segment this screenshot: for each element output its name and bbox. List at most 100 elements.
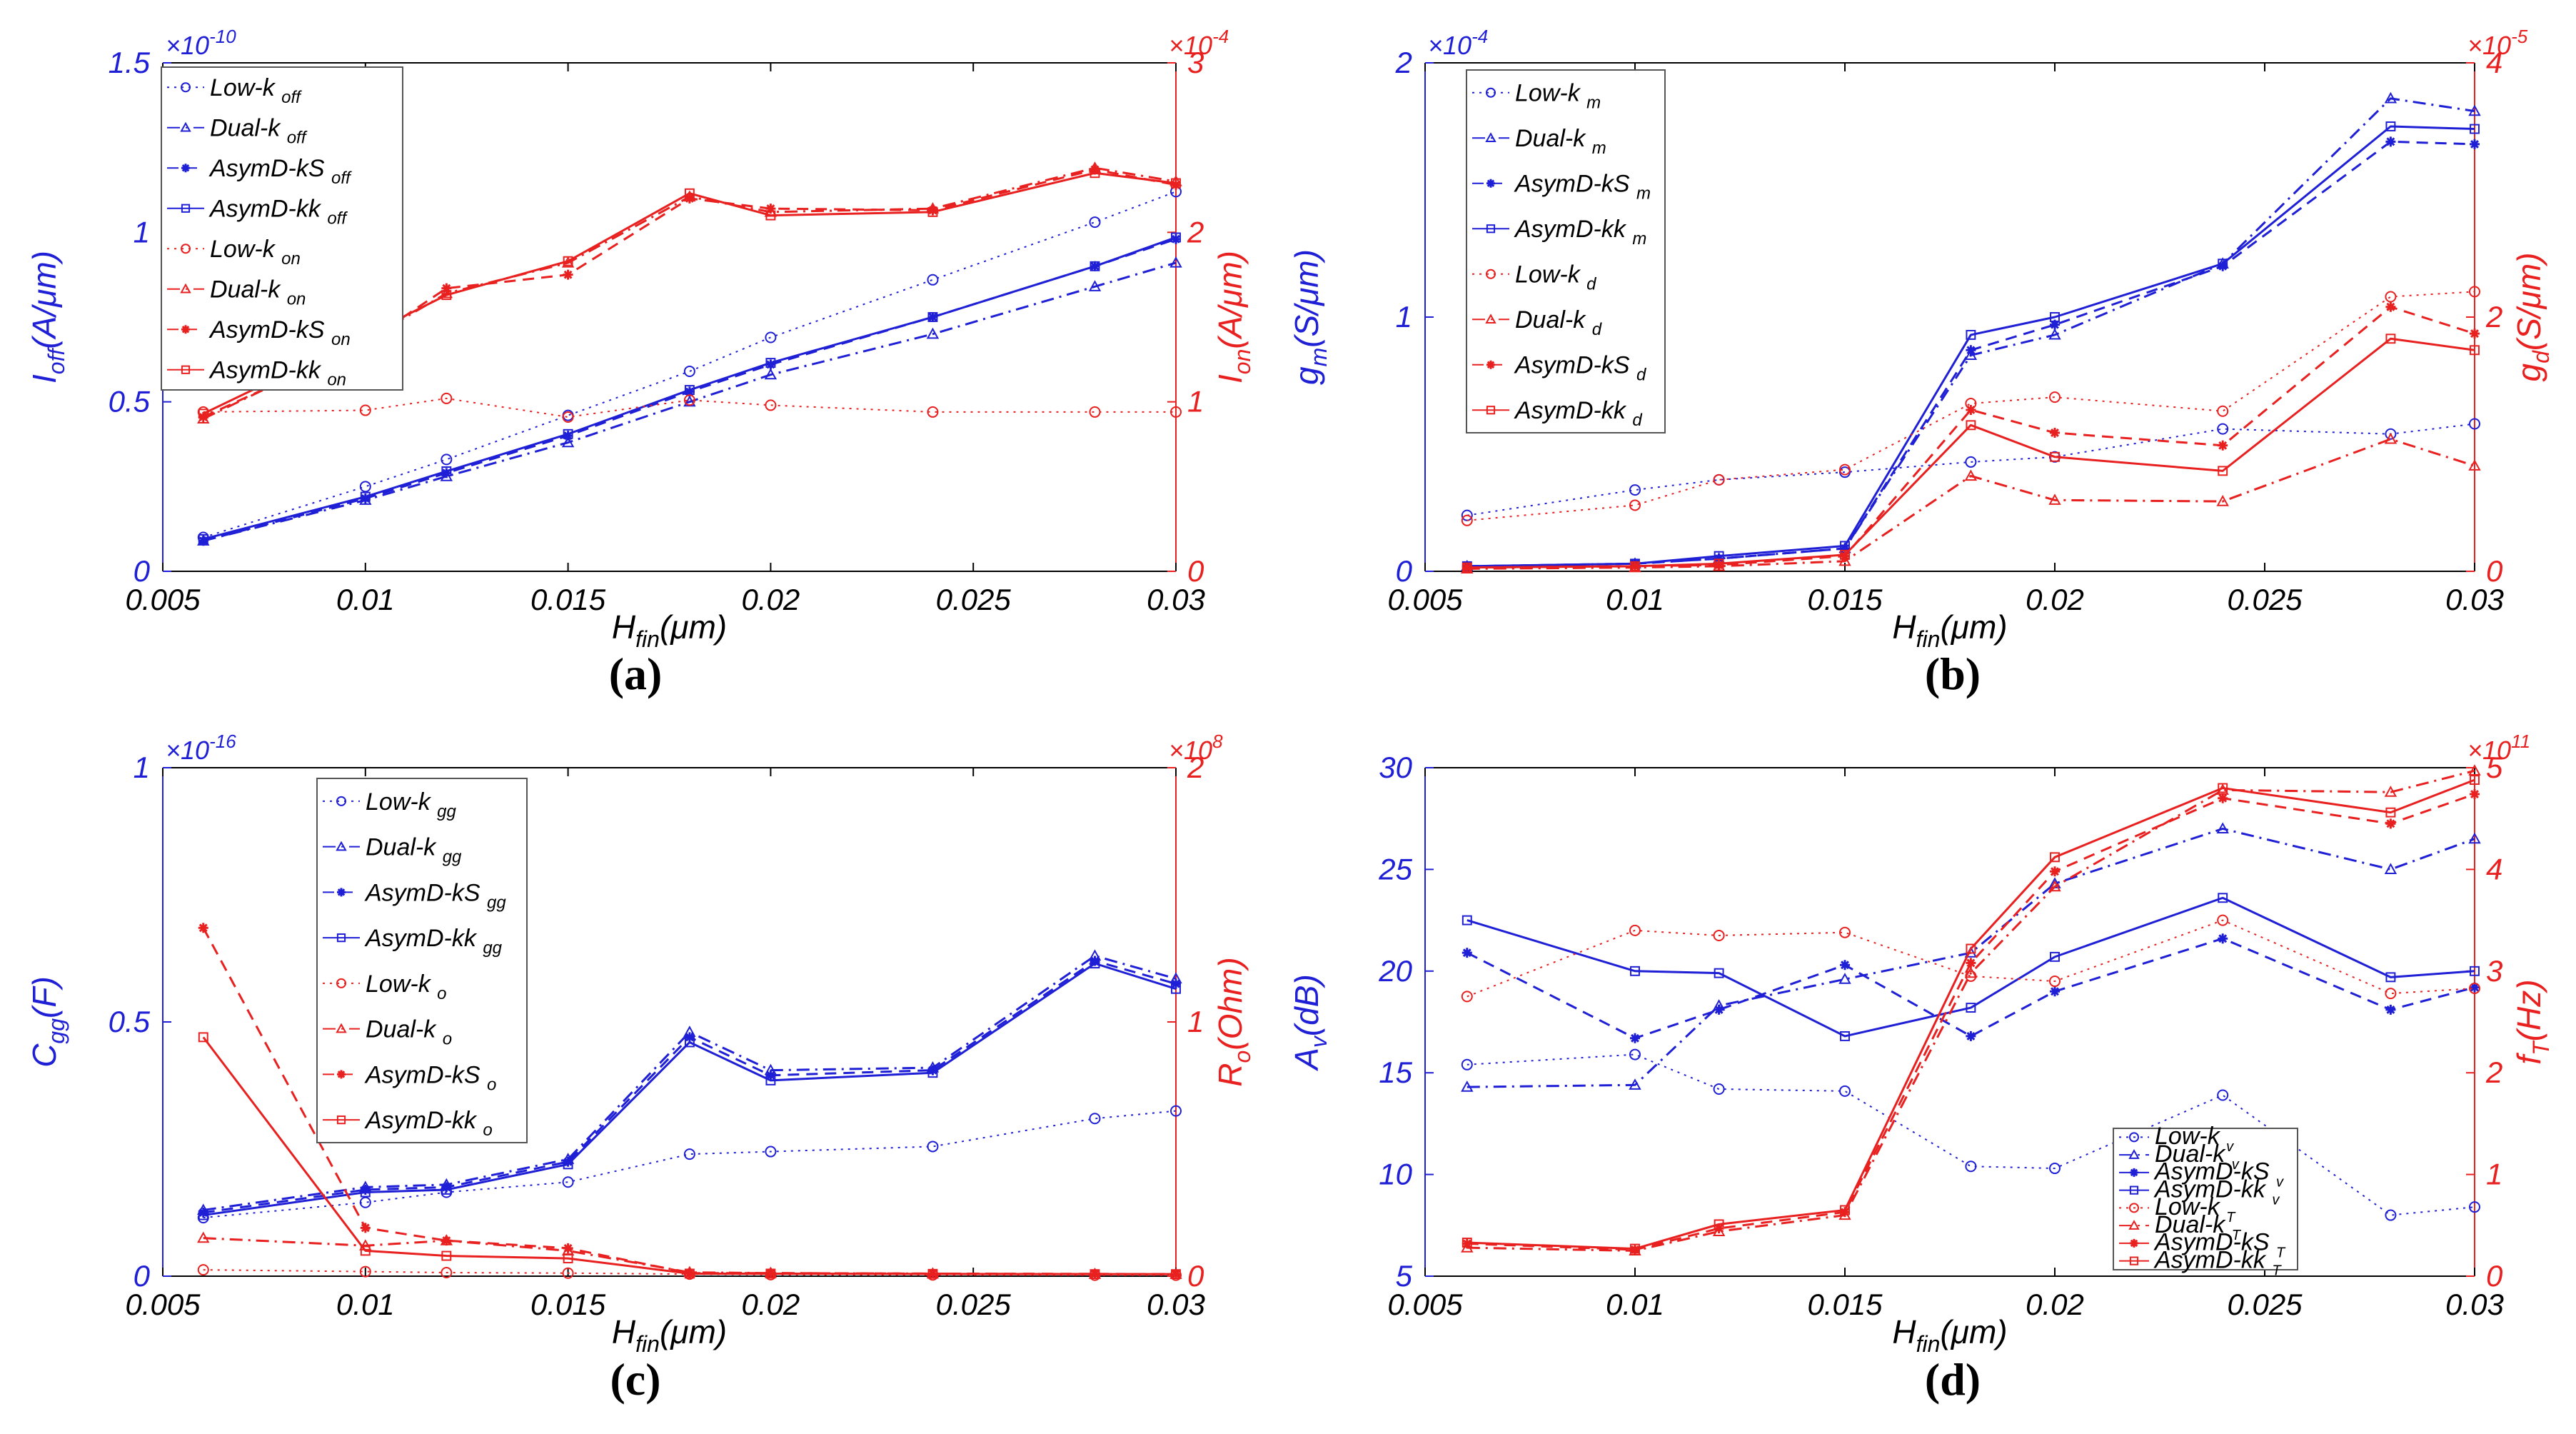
legend-marker <box>1486 87 1496 98</box>
data-point <box>2470 982 2480 993</box>
legend-entry-label: AsymD-kS off <box>208 155 352 188</box>
x-tick-label: 0.01 <box>336 1288 395 1321</box>
legend-entry-label: AsymD-kS o <box>364 1061 496 1094</box>
data-point <box>2218 440 2228 451</box>
data-point <box>359 404 371 416</box>
data-point <box>927 406 939 418</box>
data-point <box>1461 1080 1474 1092</box>
legend-marker <box>336 841 347 851</box>
legend-entry-label: Low-k m <box>1515 80 1601 113</box>
data-point <box>1089 406 1101 418</box>
data-point <box>683 1148 695 1160</box>
data-point <box>441 1250 452 1261</box>
x-tick-label: 0.005 <box>125 583 201 616</box>
series-line-asymd-kk-t <box>1466 778 2475 1250</box>
panel-caption: (b) <box>1925 648 1981 699</box>
data-point <box>765 1070 776 1080</box>
legend: Low-k off Dual-k off AsymD-kS off AsymD-kk … <box>161 66 403 391</box>
data-point <box>2385 1209 2397 1221</box>
series-line-asymd-kk-d <box>1466 337 2475 569</box>
series-line-dual-k-d <box>1466 438 2475 570</box>
data-point <box>1171 983 1181 994</box>
data-point <box>2384 432 2398 444</box>
legend-marker <box>2129 1132 2139 1143</box>
data-point <box>1171 978 1181 989</box>
right-y-tick-label: 4 <box>2486 852 2502 886</box>
data-point <box>2218 893 2228 903</box>
legend-box <box>2113 1128 2298 1270</box>
data-point <box>1629 924 1641 936</box>
panel-caption: (d) <box>1925 1354 1981 1405</box>
legend-marker <box>1486 269 1496 279</box>
left-y-tick-label: 1 <box>134 215 150 249</box>
legend-marker <box>336 1115 346 1125</box>
left-y-tick-label: 10 <box>1379 1158 1412 1191</box>
left-y-tick-label: 2 <box>1395 46 1412 79</box>
right-y-tick-label: 1 <box>2486 1158 2502 1191</box>
data-point <box>198 1208 208 1218</box>
left-y-axis-label: Ioff(A/μm) <box>26 251 69 383</box>
data-point <box>1840 543 1850 553</box>
data-point <box>1171 178 1181 189</box>
series-line-asymd-kk-o <box>202 1036 1176 1275</box>
chart-panel-c: 0.005 0.01 0.015 0.02 0.025 0.0300.51012×10-1… <box>26 731 1255 1405</box>
data-point <box>2469 286 2480 298</box>
data-point <box>441 466 452 476</box>
data-point <box>2049 391 2061 403</box>
right-axis-multiplier: ×108 <box>1169 731 1223 765</box>
data-point <box>1964 349 1978 360</box>
data-point <box>441 283 452 294</box>
legend-entry-label: Dual-k o <box>366 1016 452 1049</box>
series-line-low-k-v <box>1466 1053 2475 1216</box>
right-y-tick-label: 5 <box>2486 751 2503 784</box>
legend-entry-label: AsymD-kk v <box>2153 1175 2280 1208</box>
data-point <box>1714 553 1724 564</box>
right-y-tick-label: 2 <box>1187 215 1204 249</box>
right-y-axis-label: Ion(A/μm) <box>1212 251 1255 383</box>
data-point <box>2468 832 2481 844</box>
left-axis-multiplier: ×10-10 <box>166 26 236 60</box>
right-y-tick-label: 1 <box>1187 385 1204 418</box>
data-point <box>198 923 208 933</box>
left-y-tick-label: 1 <box>134 751 150 784</box>
data-point <box>360 493 371 503</box>
data-point <box>2384 786 2398 797</box>
data-point <box>2384 91 2398 104</box>
legend-entry-label: AsymD-kS on <box>208 316 351 349</box>
left-axis-multiplier: ×10-16 <box>166 731 236 765</box>
data-point <box>1965 456 1977 468</box>
data-point <box>1713 929 1725 941</box>
data-point <box>1461 1058 1473 1071</box>
legend-entry-label: AsymD-kk m <box>1514 216 1646 249</box>
x-tick-label: 0.005 <box>1387 1288 1463 1321</box>
data-point <box>1838 973 1851 984</box>
data-point <box>1461 1238 1472 1248</box>
data-point <box>2050 451 2060 462</box>
legend-marker <box>2128 1220 2140 1230</box>
legend-marker <box>181 164 190 173</box>
data-point <box>1171 1269 1181 1280</box>
legend-marker <box>2129 1185 2139 1195</box>
legend-entry-label: Low-k T <box>2155 1193 2236 1225</box>
data-point <box>2217 405 2229 417</box>
data-point <box>1714 558 1724 569</box>
series-line-low-k-m <box>1466 423 2475 516</box>
data-point <box>360 1184 371 1195</box>
data-point <box>927 1268 938 1279</box>
data-point <box>360 1187 371 1198</box>
left-y-tick-label: 30 <box>1379 751 1412 784</box>
right-y-tick-label: 0 <box>2486 554 2503 588</box>
legend-marker <box>1485 314 1496 324</box>
series-line-asymd-kk-off <box>203 236 1177 541</box>
data-point <box>1630 561 1640 571</box>
data-point <box>2385 121 2396 131</box>
data-point <box>1964 469 1978 481</box>
data-point <box>2050 427 2060 438</box>
data-point <box>765 331 777 344</box>
data-point <box>765 1145 777 1158</box>
data-point <box>563 269 573 280</box>
x-axis-label: Hfin(μm) <box>1892 1313 2007 1357</box>
right-y-tick-label: 0 <box>2486 1259 2503 1293</box>
legend-marker <box>337 888 346 897</box>
legend-entry-label: Low-k v <box>2155 1123 2234 1155</box>
